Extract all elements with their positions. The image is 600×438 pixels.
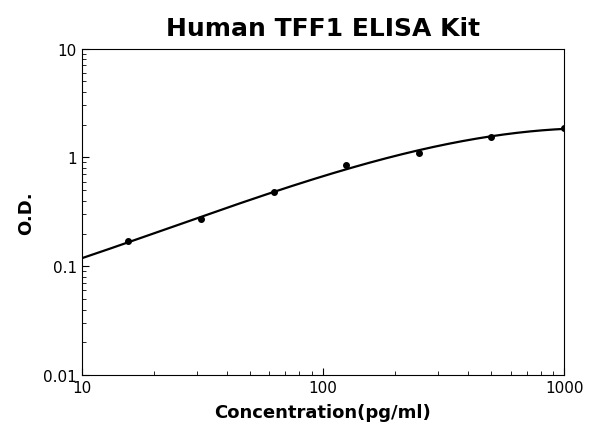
Y-axis label: O.D.: O.D. xyxy=(17,191,35,234)
X-axis label: Concentration(pg/ml): Concentration(pg/ml) xyxy=(214,403,431,421)
Title: Human TFF1 ELISA Kit: Human TFF1 ELISA Kit xyxy=(166,17,480,41)
